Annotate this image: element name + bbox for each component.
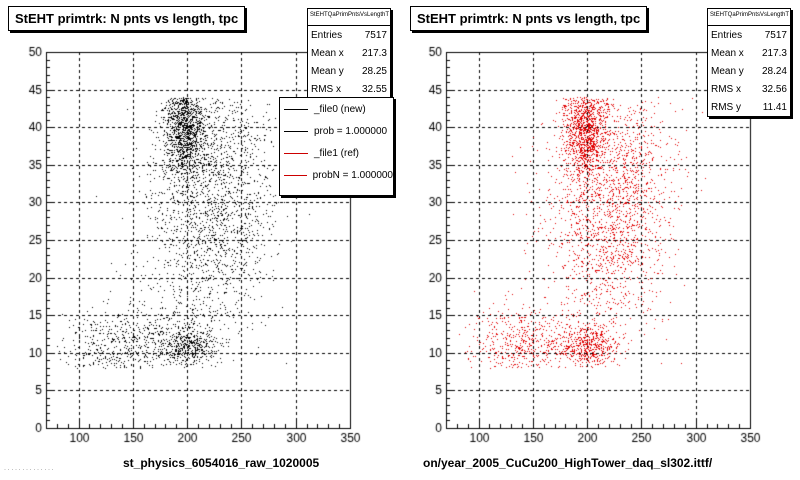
legend-item-file0: _file0 (new) bbox=[280, 98, 393, 120]
right-stats-row: Mean x 217.3 bbox=[711, 47, 787, 59]
legend-item-probn: probN = 1.000000 bbox=[280, 164, 393, 186]
left-stats-box: StEHTQaPrimPntsVsLengthT Entries 7517 Mea… bbox=[307, 8, 391, 99]
legend-line-icon bbox=[284, 130, 308, 132]
left-stats-row: Mean y 28.25 bbox=[311, 65, 387, 77]
left-legend: _file0 (new) prob = 1.000000 _file1 (ref… bbox=[279, 97, 394, 196]
right-stats-title: StEHTQaPrimPntsVsLengthT bbox=[708, 9, 790, 26]
legend-line-icon bbox=[284, 152, 308, 154]
left-stats-row: Mean x 217.3 bbox=[311, 47, 387, 59]
legend-line-icon bbox=[284, 108, 308, 110]
legend-line-icon bbox=[284, 174, 307, 176]
right-stats-row: Entries 7517 bbox=[711, 29, 787, 41]
right-stats-row: RMS x 32.56 bbox=[711, 83, 787, 95]
left-stats-title: StEHTQaPrimPntsVsLengthT bbox=[308, 9, 390, 26]
left-stats-row: Entries 7517 bbox=[311, 29, 387, 41]
left-stats-row: RMS x 32.55 bbox=[311, 83, 387, 95]
right-x-axis-label: on/year_2005_CuCu200_HighTower_daq_sl302… bbox=[423, 456, 713, 470]
right-stats-row: Mean y 28.24 bbox=[711, 65, 787, 77]
footer-text: · · · · · · · · · · · · · · bbox=[4, 467, 54, 473]
right-chart-title: StEHT primtrk: N pnts vs length, tpc bbox=[410, 6, 648, 31]
legend-item-prob: prob = 1.000000 bbox=[280, 120, 393, 142]
right-stats-box: StEHTQaPrimPntsVsLengthT Entries 7517 Mea… bbox=[707, 8, 791, 117]
legend-item-file1: _file1 (ref) bbox=[280, 142, 393, 164]
right-stats-row: RMS y 11.41 bbox=[711, 101, 787, 113]
left-x-axis-label: st_physics_6054016_raw_1020005 bbox=[123, 456, 320, 470]
left-chart-title: StEHT primtrk: N pnts vs length, tpc bbox=[8, 6, 246, 31]
